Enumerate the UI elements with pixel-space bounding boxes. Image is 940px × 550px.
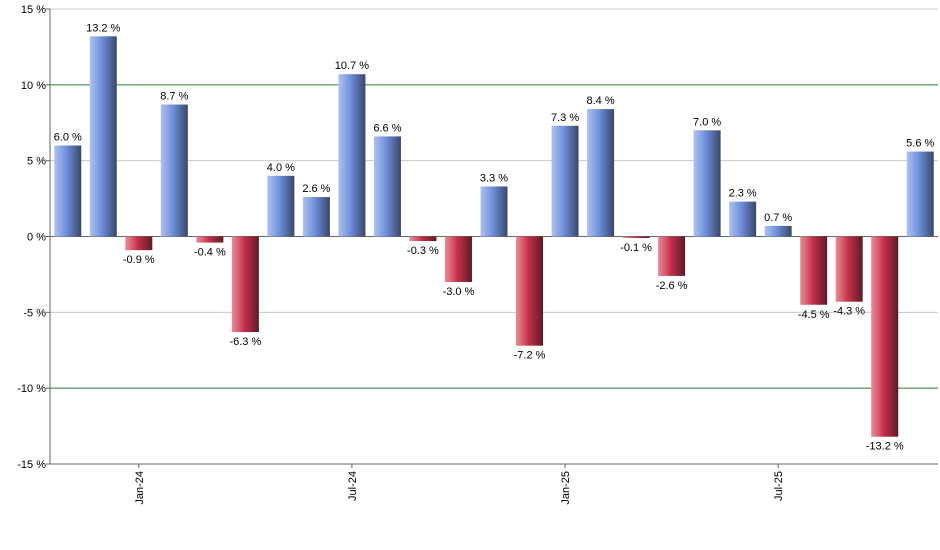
value-label: 0.7 % <box>764 212 792 224</box>
bar <box>835 236 863 302</box>
bar <box>587 109 615 237</box>
x-tick-label: Jan-25 <box>560 471 572 505</box>
bar <box>729 201 757 237</box>
bar <box>125 236 153 251</box>
value-label: -4.5 % <box>798 309 830 321</box>
bar <box>906 151 934 237</box>
value-label: 3.3 % <box>480 172 508 184</box>
bar <box>196 236 224 243</box>
value-label: -6.3 % <box>229 336 261 348</box>
y-tick-label: -15 % <box>17 459 46 471</box>
value-label: -3.0 % <box>443 286 475 298</box>
bar <box>658 236 686 276</box>
y-tick-label: 10 % <box>21 80 46 92</box>
bar <box>231 236 259 333</box>
value-label: 6.6 % <box>373 122 401 134</box>
bar <box>409 236 437 242</box>
bar <box>480 186 508 237</box>
value-label: 8.7 % <box>160 91 188 103</box>
y-tick-label: 15 % <box>21 4 46 16</box>
value-label: 8.4 % <box>586 95 614 107</box>
bar <box>693 130 721 237</box>
value-label: -4.3 % <box>833 306 865 318</box>
bar <box>551 125 579 237</box>
bar <box>338 74 366 237</box>
value-label: 6.0 % <box>54 132 82 144</box>
value-label: -2.6 % <box>656 280 688 292</box>
bar <box>871 236 899 437</box>
bar <box>800 236 828 305</box>
bar <box>160 104 188 237</box>
bar <box>54 145 82 237</box>
bar <box>516 236 544 346</box>
value-label: -13.2 % <box>866 441 904 453</box>
value-label: -0.3 % <box>407 245 439 257</box>
value-label: 10.7 % <box>335 60 369 72</box>
bar <box>267 175 295 237</box>
bar <box>622 236 650 239</box>
bar <box>373 136 401 237</box>
bar <box>89 36 117 237</box>
value-label: 13.2 % <box>86 22 120 34</box>
y-tick-label: 0 % <box>27 232 46 244</box>
value-label: -0.1 % <box>620 242 652 254</box>
bar <box>302 197 330 237</box>
x-tick-label: Jan-24 <box>134 471 146 505</box>
value-label: 5.6 % <box>906 138 934 150</box>
value-label: 7.0 % <box>693 116 721 128</box>
value-label: 4.0 % <box>267 162 295 174</box>
y-tick-label: -10 % <box>17 383 46 395</box>
bar <box>444 236 472 282</box>
value-label: 2.3 % <box>729 188 757 200</box>
y-tick-label: 5 % <box>27 156 46 168</box>
value-label: -0.9 % <box>123 254 155 266</box>
value-label: 7.3 % <box>551 112 579 124</box>
y-tick-label: -5 % <box>23 307 46 319</box>
bar <box>764 225 792 237</box>
value-label: -0.4 % <box>194 247 226 259</box>
value-label: 2.6 % <box>302 183 330 195</box>
x-tick-label: Jul-24 <box>347 471 359 501</box>
x-tick-label: Jul-25 <box>773 471 785 501</box>
value-label: -7.2 % <box>514 350 546 362</box>
